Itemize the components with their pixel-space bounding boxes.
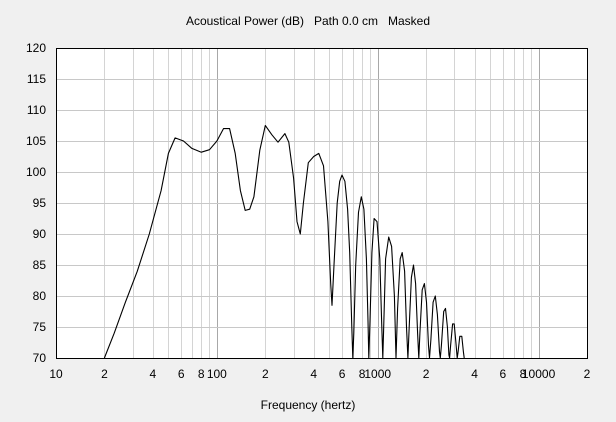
x-tick-label: 2 [101,367,108,381]
grid [56,48,587,358]
y-tick-label: 85 [33,258,47,272]
y-tick-label: 110 [27,103,46,117]
x-tick-label: 8 [520,367,527,381]
y-tick-label: 90 [33,227,47,241]
x-tick-label: 6 [339,367,346,381]
y-tick-label: 115 [27,72,46,86]
x-tick-label: 2 [584,367,591,381]
x-tick-label: 2 [262,367,269,381]
y-tick-label: 70 [33,351,47,365]
x-tick-label: 2 [423,367,430,381]
x-tick-label: 8 [198,367,205,381]
y-tick-label: 80 [33,289,47,303]
x-tick-label: 4 [150,367,157,381]
x-tick-label: 8 [359,367,366,381]
y-tick-label: 100 [26,165,46,179]
x-tick-label: 10000 [522,367,556,381]
x-tick-label: 4 [310,367,317,381]
x-tick-label: 10 [49,367,63,381]
x-tick-label: 6 [178,367,185,381]
series-line [103,124,465,359]
x-tick-label: 100 [207,367,227,381]
series [103,124,465,359]
plot-frame [56,48,588,359]
x-tick-label: 4 [471,367,478,381]
x-tick-label: 1000 [364,367,391,381]
y-tick-label: 120 [26,41,46,55]
y-tick-label: 75 [33,320,47,334]
x-tick-label: 6 [500,367,507,381]
x-axis-label: Frequency (hertz) [260,398,356,412]
y-tick-label: 95 [33,196,47,210]
y-tick-label: 105 [26,134,46,148]
chart-title: Acoustical Power (dB) Path 0.0 cm Masked [185,14,431,28]
